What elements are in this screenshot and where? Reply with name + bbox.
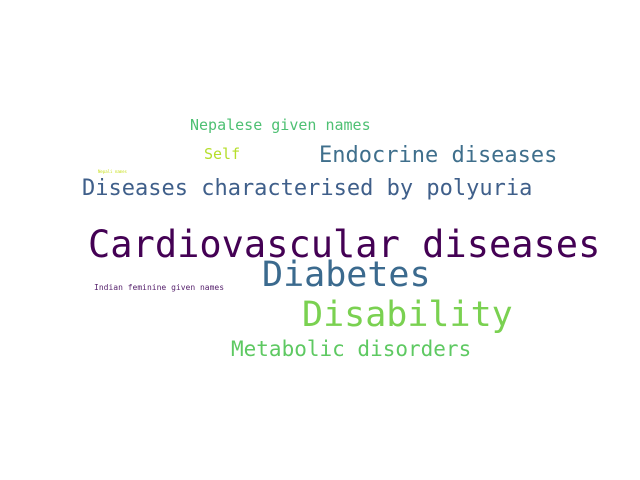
word-cardiovascular-diseases: Cardiovascular diseases (88, 223, 601, 266)
word-nepalese-given-names: Nepalese given names (190, 116, 371, 134)
word-diseases-characterised-by-polyuria: Diseases characterised by polyuria (82, 176, 533, 201)
word-self: Self (204, 145, 241, 163)
word-diabetes: Diabetes (262, 255, 431, 295)
word-endocrine-diseases: Endocrine diseases (319, 143, 558, 168)
word-indian-feminine-given-names: Indian feminine given names (94, 283, 225, 292)
word-metabolic-disorders: Metabolic disorders (231, 337, 472, 361)
word-disability: Disability (302, 295, 513, 335)
word-nepali-names: Nepali names (98, 169, 127, 174)
